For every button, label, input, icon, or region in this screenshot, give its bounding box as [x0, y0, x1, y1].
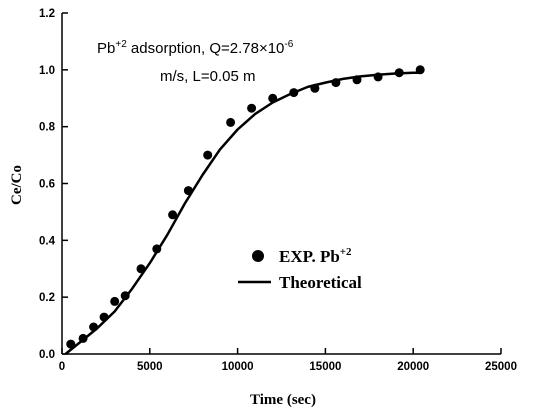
data-point: [226, 117, 236, 127]
y-tick-label: 0.8: [39, 122, 56, 134]
y-tick-label: 0.4: [39, 235, 56, 247]
legend: EXP. Pb+2 Theoretical: [238, 246, 362, 292]
annotation-pb: Pb: [97, 40, 115, 57]
y-tick-label: 0.2: [39, 292, 55, 304]
y-tick-label: 1.0: [39, 65, 55, 77]
x-tick-label: 20000: [397, 361, 429, 373]
annotation-exponent: -6: [284, 39, 293, 50]
y-tick-label: 0.6: [39, 179, 55, 191]
annotation-line-1: Pb+2 adsorption, Q=2.78×10-6: [97, 39, 294, 57]
x-tick-label: 15000: [309, 361, 341, 373]
y-axis-title: Ce/Co: [9, 165, 25, 205]
x-axis-title: Time (sec): [250, 392, 316, 408]
annotation: Pb+2 adsorption, Q=2.78×10-6 m/s, L=0.05…: [97, 39, 294, 85]
x-tick-label: 10000: [222, 361, 254, 373]
axes-layer: 0.0 0.2 0.4 0.6 0.8 1.0 1.2 0 5000 10000 15000 2000…: [39, 8, 517, 373]
y-tick-label: 0.0: [39, 349, 55, 361]
x-tick-label: 0: [59, 361, 65, 373]
legend-marker-exp: [252, 250, 264, 262]
x-tick-label: 25000: [485, 361, 517, 373]
annotation-line-2: m/s, L=0.05 m: [160, 68, 255, 85]
data-point: [203, 150, 213, 160]
legend-label-theoretical: Theoretical: [279, 273, 362, 292]
data-point: [168, 210, 178, 220]
y-tick-label: 1.2: [39, 8, 55, 20]
legend-label-exp-superscript: +2: [340, 246, 352, 258]
annotation-middle: adsorption, Q=2.78×10: [127, 40, 285, 57]
data-point: [110, 296, 120, 306]
x-tick-label: 5000: [137, 361, 163, 373]
data-point: [247, 103, 257, 113]
theoretical-curve: [64, 71, 421, 355]
annotation-pb-superscript: +2: [115, 39, 127, 50]
legend-label-exp: EXP. Pb+2: [279, 246, 352, 266]
legend-label-exp-text: EXP. Pb: [279, 247, 340, 266]
series-layer: [64, 65, 425, 355]
